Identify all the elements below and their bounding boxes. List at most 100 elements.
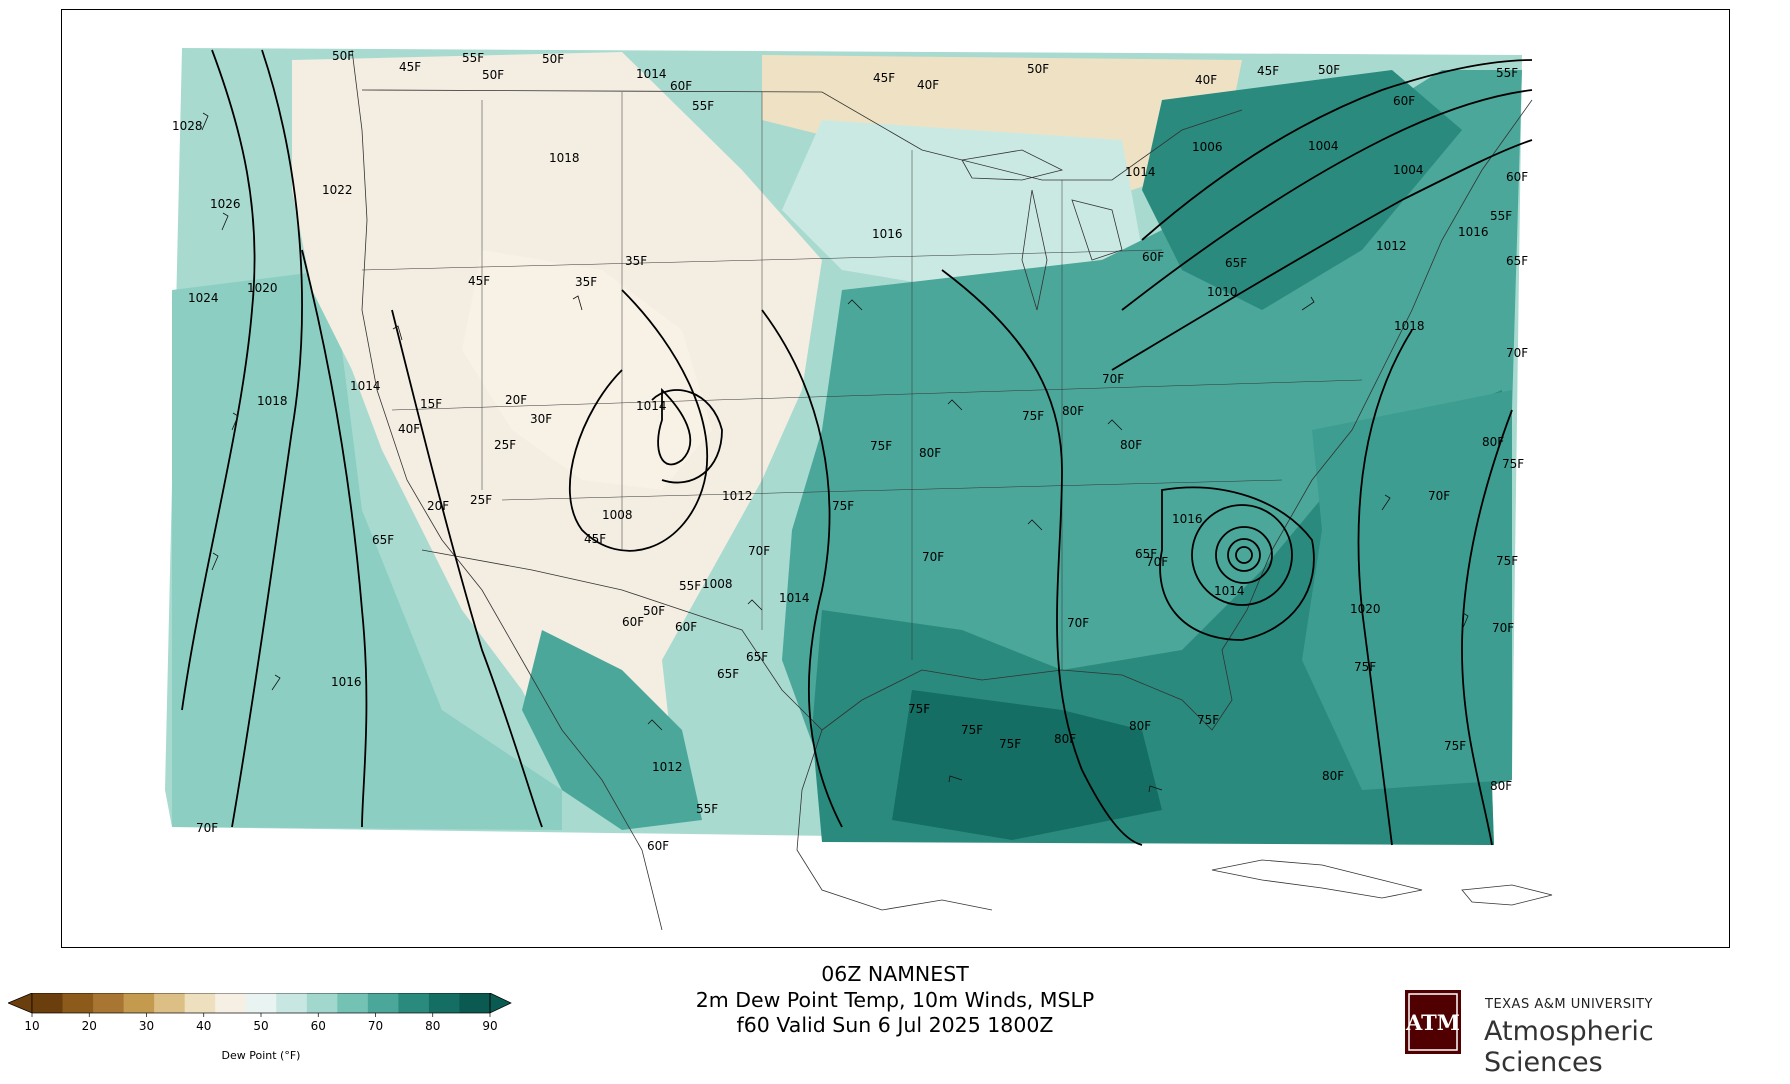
coastline-gulf	[821, 99, 1533, 731]
wind-barb	[201, 112, 209, 131]
dewpoint-label: 15F	[420, 397, 442, 411]
pressure-label: 1018	[1394, 319, 1425, 333]
dewpoint-label: 55F	[692, 99, 714, 113]
colorbar-tick-label: 10	[24, 1019, 39, 1033]
dewpoint-label: 50F	[1318, 63, 1340, 77]
pressure-label: 1016	[1458, 225, 1489, 239]
dewpoint-label: 60F	[1142, 250, 1164, 264]
low-center-ring-2	[1227, 538, 1261, 572]
colorbar-cell	[428, 993, 460, 1013]
dewpoint-label: 80F	[1490, 779, 1512, 793]
dewpoint-label: 65F	[1135, 547, 1157, 561]
figure-title: 06Z NAMNEST 2m Dew Point Temp, 10m Winds…	[600, 962, 1190, 1039]
atlantic-moist-field	[1302, 390, 1512, 790]
dewpoint-label: 60F	[1506, 170, 1528, 184]
pressure-label: 1018	[549, 151, 580, 165]
isobar-1028	[181, 49, 256, 711]
pressure-label: 1012	[1376, 239, 1407, 253]
colorbar-tick-label: 40	[196, 1019, 211, 1033]
pressure-label: 1020	[1350, 602, 1381, 616]
wind-barb	[572, 295, 583, 311]
pressure-label: 1014	[350, 379, 381, 393]
gulf-core-field	[892, 690, 1162, 840]
dewpoint-label: 60F	[670, 79, 692, 93]
dewpoint-label: 75F	[1502, 457, 1524, 471]
dewpoint-label: 65F	[1506, 254, 1528, 268]
pressure-label: 1014	[636, 67, 667, 81]
pressure-label: 1014	[636, 399, 667, 413]
dewpoint-label: 75F	[961, 723, 983, 737]
dewpoint-label: 70F	[196, 821, 218, 835]
lake-superior	[961, 149, 1064, 181]
dewpoint-label: 40F	[1195, 73, 1217, 87]
low-center-ring-4	[1191, 504, 1293, 606]
pressure-label: 1014	[1214, 584, 1245, 598]
dewpoint-label: 65F	[372, 533, 394, 547]
dewpoint-label: 50F	[643, 604, 665, 618]
low-center-ring-1	[1235, 546, 1253, 564]
atm-logo-icon: ATM	[1405, 993, 1460, 1051]
pressure-label: 1012	[652, 760, 683, 774]
wind-barb	[231, 412, 239, 431]
dewpoint-label: 65F	[1225, 256, 1247, 270]
dewpoint-label: 45F	[468, 274, 490, 288]
isobar-1008-ne	[1121, 89, 1533, 311]
geography	[351, 49, 1553, 931]
dewpoint-label: 60F	[1393, 94, 1415, 108]
wind-barb	[1027, 519, 1043, 531]
dewpoint-label: 55F	[1490, 209, 1512, 223]
dewpoint-label: 70F	[1102, 372, 1124, 386]
dewpoint-label: 75F	[870, 439, 892, 453]
wind-barb	[847, 299, 863, 311]
lake-huron	[1071, 199, 1123, 261]
colorbar-cell	[337, 993, 369, 1013]
wind-barb	[221, 212, 229, 231]
dewpoint-label: 70F	[1146, 555, 1168, 569]
colorbar-cell	[245, 993, 277, 1013]
wind-barb	[1107, 419, 1123, 431]
dewpoint-label: 75F	[832, 499, 854, 513]
dewpoint-label: 75F	[1354, 660, 1376, 674]
pressure-label: 1026	[210, 197, 241, 211]
isobar-rockies-2	[651, 389, 723, 484]
dewpoint-label: 80F	[1482, 435, 1504, 449]
coastline-mexico-east	[796, 729, 993, 911]
dewpoint-label: 25F	[494, 438, 516, 452]
dewpoint-label: 80F	[1062, 404, 1084, 418]
weather-map-panel: 1028 1026 1024 1022 1020 1018 1018 1016 …	[61, 9, 1730, 948]
dewpoint-label: 60F	[675, 620, 697, 634]
colorbar-tick-label: 50	[253, 1019, 268, 1033]
colorbar: 10 20 30 40 50 60 70 80 90 Dew Point (°F)	[7, 992, 513, 1063]
colorbar-cell	[367, 993, 399, 1013]
mexico-moist-field	[522, 630, 702, 830]
dewpoint-label: 70F	[1506, 346, 1528, 360]
pressure-label: 1014	[1125, 165, 1156, 179]
colorbar-cell	[93, 993, 125, 1013]
pressure-label: 1022	[322, 183, 353, 197]
dewpoint-label: 75F	[908, 702, 930, 716]
dewpoint-label: 45F	[399, 60, 421, 74]
dewpoint-label: 80F	[1120, 438, 1142, 452]
colorbar-cell	[306, 993, 338, 1013]
dewpoint-label: 65F	[717, 667, 739, 681]
dewpoint-label: 75F	[1197, 713, 1219, 727]
colorbar-tick-label: 70	[368, 1019, 383, 1033]
dewpoint-label: 75F	[1496, 554, 1518, 568]
svg-text:ATM: ATM	[1405, 1010, 1460, 1035]
state-line-8	[501, 479, 1283, 501]
isobars	[181, 49, 1533, 846]
pressure-label: 1010	[1207, 285, 1238, 299]
colorbar-extend-high	[489, 992, 512, 1014]
dewpoint-label: 75F	[1444, 739, 1466, 753]
dewpoint-label: 20F	[505, 393, 527, 407]
pressure-label: 1012	[722, 489, 753, 503]
wind-barb	[747, 599, 763, 611]
title-valid-time: f60 Valid Sun 6 Jul 2025 1800Z	[736, 1013, 1054, 1037]
pressure-label: 1016	[1172, 512, 1203, 526]
isobar-1014-plains	[761, 309, 843, 828]
weather-map-svg: 1028 1026 1024 1022 1020 1018 1018 1016 …	[165, 48, 1553, 931]
colorbar-cell	[459, 993, 491, 1013]
dewpoint-label: 80F	[1054, 732, 1076, 746]
colorbar-tick-label: 30	[139, 1019, 154, 1033]
dewpoint-label: 50F	[332, 49, 354, 63]
